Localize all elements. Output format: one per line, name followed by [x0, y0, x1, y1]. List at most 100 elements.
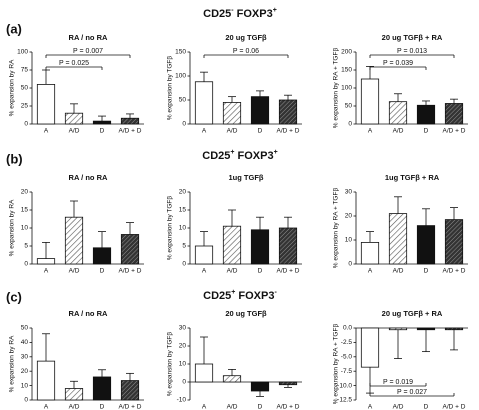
x-tick-label: D	[258, 268, 263, 275]
y-tick-label: -10	[177, 397, 187, 404]
x-tick-label: D	[258, 128, 263, 135]
bar	[36, 84, 56, 125]
panel-label: (a)	[6, 21, 22, 36]
chart-title: 20 ug TGFβ + RA	[382, 309, 443, 318]
y-tick-label: 10	[179, 225, 187, 232]
bar	[388, 213, 408, 265]
x-tick-label: D	[100, 404, 105, 410]
y-axis-label: % expansion by RA	[9, 335, 16, 392]
bar	[92, 120, 112, 125]
p-value: P = 0.013	[397, 48, 427, 55]
p-value: P = 0.019	[383, 379, 413, 386]
y-tick-label: 50	[345, 103, 353, 110]
marker-sign: -	[274, 289, 277, 296]
chart-title: 1ug TGFβ + RA	[385, 173, 440, 182]
row-title: CD25- FOXP3+	[203, 7, 277, 20]
bar	[194, 245, 214, 265]
p-value: P = 0.007	[73, 48, 103, 55]
y-tick-label: -7.5	[341, 368, 353, 375]
marker-sign: +	[273, 7, 277, 14]
row-title: CD25+ FOXP3-	[203, 289, 277, 302]
y-axis-label: % expansion by RA + TGFβ	[333, 324, 340, 405]
y-tick-label: 40	[21, 339, 29, 346]
y-tick-label: 150	[341, 67, 352, 74]
y-tick-label: 50	[179, 97, 187, 104]
x-tick-label: A/D	[227, 404, 238, 410]
y-tick-label: 50	[21, 325, 29, 332]
bar	[120, 380, 140, 401]
y-tick-label: 0	[24, 121, 28, 128]
bar	[64, 216, 84, 265]
y-tick-label: 15	[179, 207, 187, 214]
y-tick-label: 20	[179, 343, 187, 350]
bar	[194, 81, 214, 125]
y-tick-label: 20	[345, 213, 353, 220]
bar	[64, 388, 84, 401]
x-tick-label: A/D + D	[443, 128, 466, 135]
bar	[444, 327, 464, 331]
y-axis-label: % expansion by TGFβ	[167, 332, 174, 397]
y-axis-label: % expansion by TGFβ	[167, 56, 174, 121]
bar	[278, 99, 298, 125]
y-tick-label: -12.5	[337, 397, 352, 404]
x-tick-label: A/D	[227, 128, 238, 135]
x-tick-label: A	[202, 404, 207, 410]
y-tick-label: 100	[175, 73, 186, 80]
bar	[36, 258, 56, 265]
x-tick-label: A/D	[227, 268, 238, 275]
bar	[444, 219, 464, 265]
y-tick-label: 0	[24, 261, 28, 268]
y-tick-label: 20	[179, 189, 187, 196]
marker: CD25	[202, 150, 230, 162]
chart-title: RA / no RA	[69, 309, 108, 318]
bar	[64, 112, 84, 125]
x-tick-label: D	[424, 268, 429, 275]
x-tick-label: D	[100, 128, 105, 135]
x-tick-label: A/D + D	[277, 404, 300, 410]
bar	[120, 234, 140, 265]
y-tick-label: 15	[21, 207, 29, 214]
bar	[416, 104, 436, 125]
bar	[92, 376, 112, 401]
y-tick-label: 20	[21, 189, 29, 196]
bar	[250, 229, 270, 265]
p-value: P = 0.039	[383, 60, 413, 67]
x-tick-label: A	[368, 404, 373, 410]
y-tick-label: 10	[21, 225, 29, 232]
y-tick-label: 100	[341, 85, 352, 92]
y-tick-label: 10	[21, 382, 29, 389]
x-tick-label: D	[258, 404, 263, 410]
marker-sign: +	[274, 149, 278, 156]
y-tick-label: 0	[24, 397, 28, 404]
y-tick-label: 20	[21, 368, 29, 375]
p-value: P = 0.025	[59, 60, 89, 67]
y-tick-label: 0.0	[343, 325, 352, 332]
x-tick-label: A	[202, 128, 207, 135]
chart-title: RA / no RA	[69, 173, 108, 182]
bar	[388, 101, 408, 125]
x-tick-label: A/D + D	[443, 268, 466, 275]
chart-title: 1ug TGFβ	[229, 173, 264, 182]
y-tick-label: 0	[348, 121, 352, 128]
y-tick-label: -10.0	[337, 382, 352, 389]
marker: CD25	[203, 8, 231, 20]
x-tick-label: A/D + D	[119, 128, 142, 135]
bar	[250, 381, 270, 392]
panel-label: (b)	[6, 151, 23, 166]
bar	[360, 241, 380, 265]
x-tick-label: A	[44, 268, 49, 275]
y-axis-label: % expansion by RA + TGFβ	[333, 48, 340, 129]
y-tick-label: 5	[24, 243, 28, 250]
bar	[222, 225, 242, 265]
bar	[120, 117, 140, 125]
x-tick-label: A/D	[393, 128, 404, 135]
x-tick-label: A/D + D	[277, 128, 300, 135]
x-tick-label: D	[100, 268, 105, 275]
x-tick-label: D	[424, 128, 429, 135]
x-tick-label: A	[202, 268, 207, 275]
y-tick-label: 0	[182, 379, 186, 386]
bar	[222, 375, 242, 383]
x-tick-label: A/D	[69, 128, 80, 135]
y-tick-label: -2.5	[341, 339, 353, 346]
x-tick-label: A	[44, 404, 49, 410]
